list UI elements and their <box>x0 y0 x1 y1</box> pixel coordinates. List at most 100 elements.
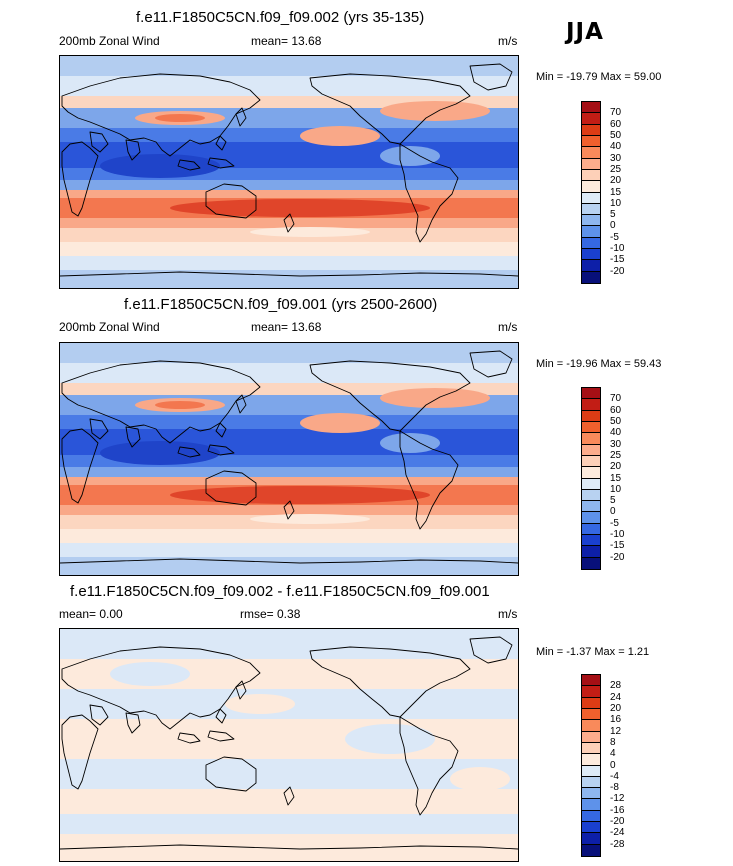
map-contour-band <box>60 557 518 575</box>
coastline <box>469 350 513 378</box>
panel-1-map <box>59 55 519 289</box>
map-contour-band <box>60 56 518 76</box>
colorbar-segment <box>582 708 600 721</box>
colorbar-tick-label: 0 <box>610 759 616 771</box>
coastline <box>89 704 109 726</box>
map-contour-region <box>225 694 295 714</box>
colorbar-segment <box>582 113 600 125</box>
colorbar-segment <box>582 501 600 513</box>
panel-1-variable-label: 200mb Zonal Wind <box>59 34 160 48</box>
map-contour-region <box>450 767 510 791</box>
colorbar-tick-label: 60 <box>610 118 622 130</box>
colorbar-segment <box>582 512 600 524</box>
colorbar-tick-label: 50 <box>610 415 622 427</box>
coastline <box>61 141 99 217</box>
coastline <box>215 708 227 724</box>
panel-3-map-svg <box>60 629 518 861</box>
map-contour-band <box>60 719 518 759</box>
colorbar-segment <box>582 557 600 569</box>
map-contour-band <box>60 343 518 363</box>
map-contour-region <box>380 433 440 453</box>
colorbar-tick-label: 16 <box>610 714 622 726</box>
panel-2-map-svg <box>60 343 518 575</box>
coastline <box>309 73 471 145</box>
map-contour-band <box>60 814 518 834</box>
colorbar-segment <box>582 237 600 250</box>
colorbar-segment <box>582 169 600 182</box>
colorbar-tick-label: 8 <box>610 736 616 748</box>
coastline <box>61 360 261 444</box>
colorbar-segment <box>582 523 600 536</box>
colorbar-segment <box>582 822 600 834</box>
colorbar-segment <box>582 833 600 845</box>
map-contour-band <box>60 759 518 789</box>
coastline <box>469 636 513 664</box>
colorbar-tick-label: 10 <box>610 483 622 495</box>
coastline <box>235 394 247 414</box>
map-contour-region <box>250 227 370 237</box>
colorbar-segment <box>582 203 600 216</box>
colorbar-tick-label: 24 <box>610 691 622 703</box>
colorbar-segment <box>582 686 600 698</box>
coastline <box>207 157 235 169</box>
colorbar-segment <box>582 675 600 687</box>
panel-3-title: f.e11.F1850C5CN.f09_f09.002 - f.e11.F185… <box>70 583 490 600</box>
colorbar-tick-label: 5 <box>610 495 616 507</box>
colorbar-tick-label: 15 <box>610 186 622 198</box>
map-contour-band <box>60 270 518 288</box>
colorbar-segment <box>582 754 600 766</box>
coastline <box>399 716 459 816</box>
map-contour-band <box>60 180 518 190</box>
colorbar-segment <box>582 102 600 114</box>
map-contour-band <box>60 529 518 543</box>
panel-3-mean-label: mean= 0.00 <box>59 607 123 621</box>
map-contour-band <box>60 415 518 429</box>
map-contour-region <box>155 114 205 122</box>
panel-2-minmax: Min = -19.96 Max = 59.43 <box>536 358 662 370</box>
panel-1-minmax: Min = -19.79 Max = 59.00 <box>536 71 662 83</box>
map-contour-region <box>250 514 370 524</box>
map-contour-band <box>60 128 518 142</box>
colorbar-tick-label: -20 <box>610 816 625 828</box>
map-contour-band <box>60 834 518 861</box>
colorbar-segment <box>582 535 600 547</box>
map-contour-region <box>110 662 190 686</box>
colorbar-tick-label: 20 <box>610 175 622 187</box>
coastline <box>205 470 257 506</box>
colorbar-segment <box>582 489 600 502</box>
coastline <box>207 444 235 456</box>
map-contour-region <box>345 724 435 754</box>
colorbar-tick-label: -5 <box>610 517 619 529</box>
panel-2-colorbar <box>581 387 601 570</box>
colorbar-tick-label: 10 <box>610 197 622 209</box>
map-contour-band <box>60 477 518 485</box>
panel-3-units-label: m/s <box>498 607 518 621</box>
map-contour-region <box>170 486 430 504</box>
coastline <box>469 63 513 91</box>
colorbar-segment <box>582 147 600 159</box>
coastline <box>125 712 141 734</box>
map-contour-region <box>100 441 220 465</box>
map-contour-region <box>300 126 380 146</box>
colorbar-segment <box>582 421 600 434</box>
coastline <box>215 422 227 438</box>
colorbar-segment <box>582 731 600 743</box>
coastline <box>125 426 141 448</box>
panel-1-units-label: m/s <box>498 34 518 48</box>
colorbar-tick-label: 30 <box>610 438 622 450</box>
coastline <box>61 73 261 157</box>
colorbar-tick-label: -4 <box>610 770 619 782</box>
panel-3-rmse-label: rmse= 0.38 <box>240 607 301 621</box>
coastline <box>89 418 109 440</box>
colorbar-tick-label: -20 <box>610 265 625 277</box>
colorbar-segment <box>582 260 600 272</box>
panel-2-variable-label: 200mb Zonal Wind <box>59 320 160 334</box>
coastline <box>125 139 141 161</box>
map-contour-region <box>380 388 490 408</box>
colorbar-tick-label: -28 <box>610 838 625 850</box>
colorbar-tick-label: 20 <box>610 702 622 714</box>
map-contour-band <box>60 505 518 515</box>
colorbar-tick-label: 25 <box>610 163 622 175</box>
colorbar-tick-label: -15 <box>610 540 625 552</box>
coastline <box>235 680 247 700</box>
